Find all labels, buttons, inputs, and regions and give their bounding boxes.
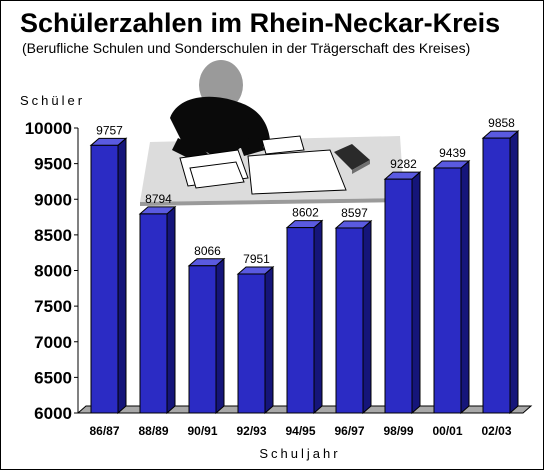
bar-side [166,205,176,415]
bar [188,265,217,414]
data-label: 8066 [194,244,221,258]
bar [335,227,364,414]
x-axis-label: Schuljahr [259,446,340,461]
data-label: 8597 [341,206,368,220]
x-tick-label: 96/97 [334,424,364,438]
x-tick-label: 88/89 [138,424,168,438]
bar [90,144,119,414]
y-tick-label: 9500 [34,155,72,174]
person-reading-icon [140,60,404,206]
x-tick-label: 00/01 [432,424,462,438]
bar [139,213,168,414]
bar-side [215,257,225,415]
y-tick-label: 7000 [34,333,72,352]
bar-side [509,130,519,415]
data-label: 8794 [145,192,172,206]
bar [433,167,462,414]
bar [482,137,511,414]
bar [384,178,413,414]
y-tick-label: 6000 [34,404,72,423]
y-tick-label: 8000 [34,262,72,281]
y-tick-label: 8500 [34,226,72,245]
bar-side [411,171,421,415]
x-tick-label: 98/99 [383,424,413,438]
bar-side [460,159,470,415]
y-tick-label: 10000 [25,119,72,138]
bar-side [362,219,372,415]
x-tick-label: 86/87 [89,424,119,438]
x-tick-label: 02/03 [481,424,511,438]
data-label: 9439 [439,146,466,160]
x-tick-label: 92/93 [236,424,266,438]
bar-side [264,265,274,415]
y-axis-label: Schüler [20,93,85,108]
data-label: 8602 [292,206,319,220]
bar [286,227,315,414]
y-tick-label: 9000 [34,190,72,209]
data-label: 9282 [390,157,417,171]
y-tick-label: 6500 [34,368,72,387]
plot-area: 10000 9500 9000 8500 8000 7500 7000 6500 6000 975… [25,116,533,438]
x-tick-label: 90/91 [187,424,217,438]
x-tick-label: 94/95 [285,424,315,438]
data-label: 9858 [488,116,515,130]
chart-title: Schülerzahlen im Rhein-Neckar-Kreis [20,8,500,38]
y-tick-label: 7500 [34,297,72,316]
bar [237,273,266,414]
bar-side [313,219,323,415]
data-label: 9757 [96,123,123,137]
data-label: 7951 [243,252,270,266]
chart-subtitle: (Berufliche Schulen und Sonderschulen in… [22,40,470,56]
bar-side [117,137,127,415]
